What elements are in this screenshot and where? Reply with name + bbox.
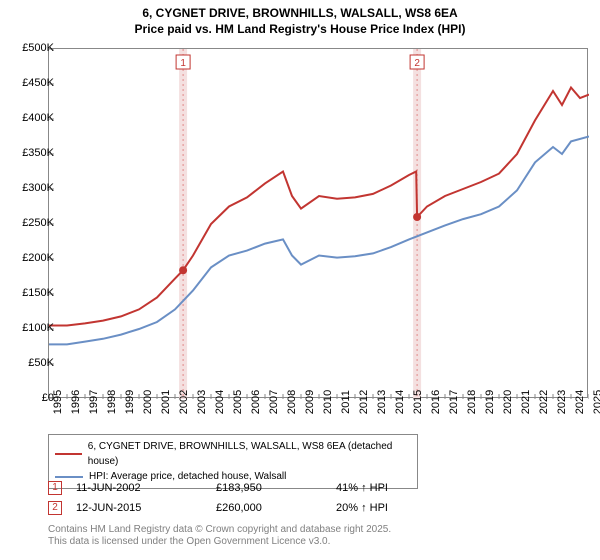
chart-title-line2: Price paid vs. HM Land Registry's House … bbox=[0, 22, 600, 36]
x-tick-label: 2006 bbox=[250, 390, 262, 414]
x-tick-label: 2007 bbox=[268, 390, 280, 414]
y-tick-label: £200K bbox=[22, 252, 54, 264]
y-tick-label: £400K bbox=[22, 112, 54, 124]
x-tick-label: 2010 bbox=[322, 390, 334, 414]
chart-title-line1: 6, CYGNET DRIVE, BROWNHILLS, WALSALL, WS… bbox=[0, 0, 600, 22]
x-tick-label: 2021 bbox=[520, 390, 532, 414]
x-tick-label: 2012 bbox=[358, 390, 370, 414]
x-tick-label: 2005 bbox=[232, 390, 244, 414]
x-tick-label: 2004 bbox=[214, 390, 226, 414]
annotation-marker: 2 bbox=[48, 501, 62, 515]
annotation-pct: 41% ↑ HPI bbox=[336, 482, 456, 494]
y-tick-label: £450K bbox=[22, 77, 54, 89]
annotation-date: 11-JUN-2002 bbox=[76, 482, 216, 494]
y-tick-label: £150K bbox=[22, 287, 54, 299]
annotation-price: £183,950 bbox=[216, 482, 336, 494]
x-tick-label: 2001 bbox=[160, 390, 172, 414]
x-tick-label: 1999 bbox=[124, 390, 136, 414]
x-tick-label: 2002 bbox=[178, 390, 190, 414]
annotation-row: 1 11-JUN-2002£183,95041% ↑ HPI bbox=[48, 478, 588, 498]
y-tick-label: £100K bbox=[22, 322, 54, 334]
x-tick-label: 2013 bbox=[376, 390, 388, 414]
legend-item-1: 6, CYGNET DRIVE, BROWNHILLS, WALSALL, WS… bbox=[55, 439, 411, 469]
x-tick-label: 2014 bbox=[394, 390, 406, 414]
x-tick-label: 2003 bbox=[196, 390, 208, 414]
y-tick-label: £250K bbox=[22, 217, 54, 229]
x-tick-label: 2017 bbox=[448, 390, 460, 414]
plot-area: 12 bbox=[48, 48, 588, 398]
x-tick-label: 2025 bbox=[592, 390, 600, 414]
annotation-date: 12-JUN-2015 bbox=[76, 502, 216, 514]
legend-label-1: 6, CYGNET DRIVE, BROWNHILLS, WALSALL, WS… bbox=[88, 439, 411, 469]
footer-line1: Contains HM Land Registry data © Crown c… bbox=[48, 524, 588, 536]
x-tick-label: 1998 bbox=[106, 390, 118, 414]
footer: Contains HM Land Registry data © Crown c… bbox=[48, 524, 588, 548]
annotations: 1 11-JUN-2002£183,95041% ↑ HPI 2 12-JUN-201… bbox=[48, 478, 588, 518]
x-tick-label: 2015 bbox=[412, 390, 424, 414]
x-tick-label: 2022 bbox=[538, 390, 550, 414]
x-tick-label: 1997 bbox=[88, 390, 100, 414]
annotation-marker: 1 bbox=[48, 481, 62, 495]
svg-text:2: 2 bbox=[414, 58, 420, 69]
x-tick-label: 2009 bbox=[304, 390, 316, 414]
svg-text:1: 1 bbox=[180, 58, 186, 69]
y-tick-label: £300K bbox=[22, 182, 54, 194]
annotation-price: £260,000 bbox=[216, 502, 336, 514]
chart-container: 6, CYGNET DRIVE, BROWNHILLS, WALSALL, WS… bbox=[0, 0, 600, 560]
plot-svg: 12 bbox=[49, 49, 589, 399]
x-tick-label: 2011 bbox=[340, 390, 352, 414]
annotation-row: 2 12-JUN-2015£260,00020% ↑ HPI bbox=[48, 498, 588, 518]
y-tick-label: £500K bbox=[22, 42, 54, 54]
footer-line2: This data is licensed under the Open Gov… bbox=[48, 536, 588, 548]
x-tick-label: 2016 bbox=[430, 390, 442, 414]
x-tick-label: 2020 bbox=[502, 390, 514, 414]
y-tick-label: £350K bbox=[22, 147, 54, 159]
x-tick-label: 1995 bbox=[52, 390, 64, 414]
x-tick-label: 1996 bbox=[70, 390, 82, 414]
x-tick-label: 2019 bbox=[484, 390, 496, 414]
x-tick-label: 2008 bbox=[286, 390, 298, 414]
x-tick-label: 2023 bbox=[556, 390, 568, 414]
x-tick-label: 2000 bbox=[142, 390, 154, 414]
x-tick-label: 2024 bbox=[574, 390, 586, 414]
annotation-pct: 20% ↑ HPI bbox=[336, 502, 456, 514]
x-tick-label: 2018 bbox=[466, 390, 478, 414]
y-tick-label: £50K bbox=[28, 357, 54, 369]
legend-swatch-1 bbox=[55, 453, 82, 455]
